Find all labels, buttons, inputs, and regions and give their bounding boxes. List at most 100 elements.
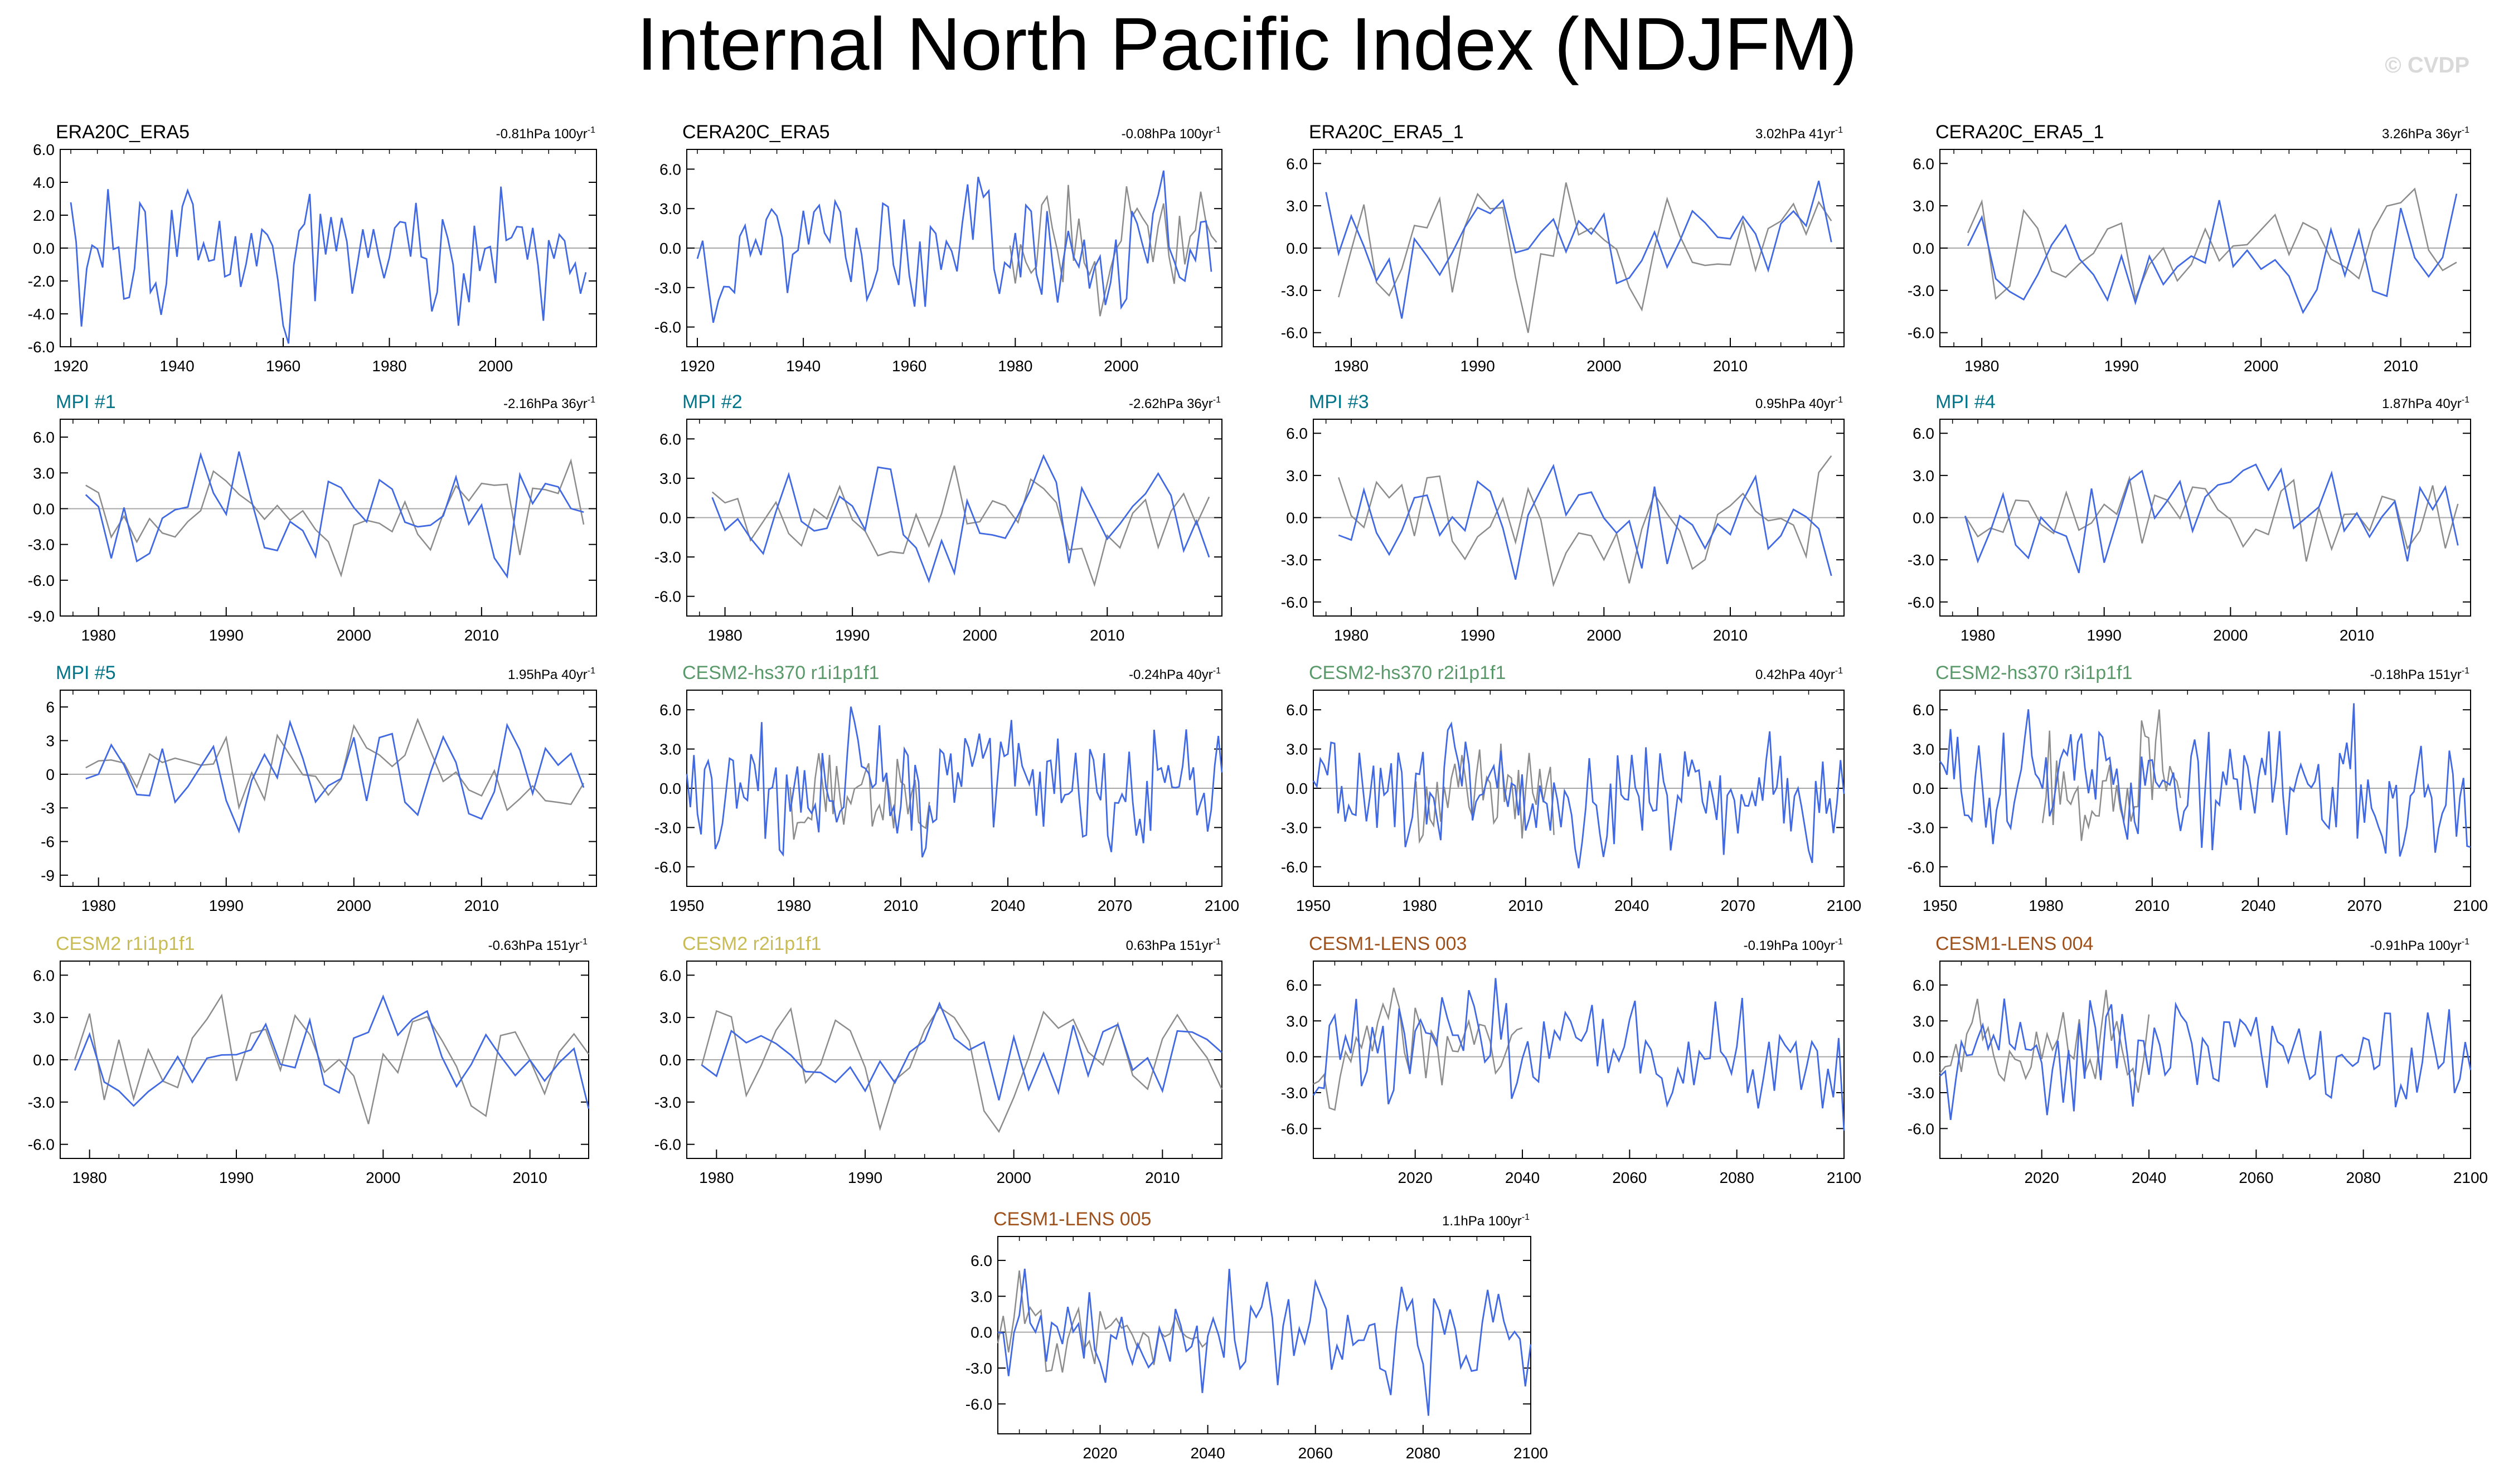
chart-panel: CESM2-hs370 r3i1p1f1 -0.18hPa 151yr-1 6.0 3… xyxy=(1908,662,2488,914)
y-tick-label: -3.0 xyxy=(654,1094,681,1111)
chart-panel: CESM1-LENS 005 1.1hPa 100yr-1 6.0 3.0 0.0 -3.… xyxy=(965,1209,1548,1462)
x-tick-label: 1990 xyxy=(209,897,244,914)
chart-panel: CESM1-LENS 004 -0.91hPa 100yr-1 6.0 3.0 0.0 -… xyxy=(1908,933,2488,1186)
trend-label: 3.02hPa 41yr-1 xyxy=(1755,125,1843,142)
panel-title: MPI #1 xyxy=(56,391,116,413)
x-tick-label: 2010 xyxy=(2384,357,2418,375)
y-tick-label: 6.0 xyxy=(1286,425,1308,442)
panel-title: MPI #3 xyxy=(1309,391,1369,413)
x-tick-label: 2000 xyxy=(337,627,371,644)
index-series-line xyxy=(85,451,584,579)
x-tick-label: 2040 xyxy=(1505,1169,1540,1186)
x-tick-label: 2010 xyxy=(1713,357,1748,375)
y-tick-label: 6.0 xyxy=(33,141,55,158)
panel-title: CESM2 r1i1p1f1 xyxy=(56,933,195,954)
y-tick-label: 3.0 xyxy=(971,1288,992,1305)
x-tick-label: 2060 xyxy=(1298,1444,1333,1462)
obs-series-line xyxy=(1939,990,2150,1093)
index-series-line xyxy=(85,719,585,834)
index-series-line xyxy=(1964,463,2459,574)
chart-panel: MPI #5 1.95hPa 40yr-1 6 3 0 -3 -6 -9 1980 1990 200… xyxy=(41,662,597,914)
y-tick-label: 3.0 xyxy=(33,1009,55,1026)
x-tick-label: 1950 xyxy=(1296,897,1331,914)
y-tick-label: 0.0 xyxy=(659,240,681,257)
y-tick-label: -9 xyxy=(41,867,55,884)
x-tick-label: 1980 xyxy=(1334,357,1369,375)
obs-series-line xyxy=(1964,475,2459,562)
panel-title: ERA20C_ERA5_1 xyxy=(1309,122,1464,143)
trend-label: 1.1hPa 100yr-1 xyxy=(1442,1213,1530,1229)
y-tick-label: -3.0 xyxy=(654,549,681,566)
obs-series-line xyxy=(1313,987,1523,1111)
index-series-line xyxy=(1967,193,2458,314)
y-tick-label: -6.0 xyxy=(1908,594,1934,611)
index-series-line xyxy=(70,186,587,344)
y-tick-label: 3.0 xyxy=(659,200,681,217)
plot-frame xyxy=(1313,961,1845,1159)
y-tick-label: 3.0 xyxy=(1913,467,1934,484)
x-tick-label: 2000 xyxy=(478,357,513,375)
y-tick-label: 6.0 xyxy=(1286,155,1308,172)
x-tick-label: 2010 xyxy=(884,897,918,914)
x-tick-label: 2000 xyxy=(366,1169,400,1186)
y-tick-label: 6.0 xyxy=(33,429,55,446)
x-tick-label: 1990 xyxy=(209,627,244,644)
y-tick-label: 0.0 xyxy=(1286,240,1308,257)
trend-label: -2.62hPa 36yr-1 xyxy=(1129,395,1221,411)
y-tick-label: 3.0 xyxy=(659,741,681,758)
y-tick-label: 0 xyxy=(46,766,55,783)
panel-title: CESM1-LENS 004 xyxy=(1935,933,2093,954)
x-tick-label: 2070 xyxy=(1720,897,1755,914)
y-tick-label: -6.0 xyxy=(965,1395,992,1413)
y-tick-label: -3.0 xyxy=(1281,282,1308,299)
y-tick-label: 3.0 xyxy=(1913,197,1934,215)
trend-label: 0.42hPa 40yr-1 xyxy=(1755,666,1843,682)
x-tick-label: 2070 xyxy=(1098,897,1132,914)
y-tick-label: 6.0 xyxy=(1913,425,1934,442)
y-tick-label: 0.0 xyxy=(659,1051,681,1069)
y-tick-label: 0.0 xyxy=(1286,780,1308,797)
y-tick-label: 2.0 xyxy=(33,207,55,224)
y-tick-label: 6.0 xyxy=(659,967,681,984)
index-series-line xyxy=(696,170,1212,323)
chart-panel: CESM2 r1i1p1f1 -0.63hPa 151yr-1 6.0 3.0 0.0 -… xyxy=(28,933,590,1186)
plot-frame xyxy=(1939,961,2471,1159)
index-series-line xyxy=(997,1268,1532,1416)
x-tick-label: 1990 xyxy=(2104,357,2139,375)
obs-series-line xyxy=(85,717,585,812)
plot-frame xyxy=(60,690,597,887)
x-tick-label: 1950 xyxy=(669,897,704,914)
trend-label: 1.87hPa 40yr-1 xyxy=(2382,395,2469,411)
y-tick-label: -3.0 xyxy=(1908,282,1934,299)
x-tick-label: 1990 xyxy=(2087,627,2122,644)
x-tick-label: 1960 xyxy=(892,357,926,375)
index-series-line xyxy=(1939,998,2472,1121)
x-tick-label: 2040 xyxy=(1614,897,1649,914)
y-tick-label: -3 xyxy=(41,799,55,817)
panel-title: CERA20C_ERA5 xyxy=(682,122,830,143)
x-tick-label: 2080 xyxy=(2346,1169,2381,1186)
y-tick-label: -3.0 xyxy=(1908,819,1934,836)
y-tick-label: -3.0 xyxy=(965,1360,992,1377)
y-tick-label: 0.0 xyxy=(1286,510,1308,527)
x-tick-label: 1990 xyxy=(1461,357,1495,375)
x-tick-label: 1980 xyxy=(2029,897,2063,914)
y-tick-label: 0.0 xyxy=(33,240,55,257)
plot-frame xyxy=(997,1236,1531,1434)
trend-label: 0.63hPa 151yr-1 xyxy=(1126,937,1221,953)
chart-panel: MPI #1 -2.16hPa 36yr-1 6.0 3.0 0.0 -3.0 -6.0 -9… xyxy=(28,391,597,644)
y-tick-label: -6.0 xyxy=(1908,859,1934,876)
panel-title: MPI #4 xyxy=(1935,391,1996,413)
x-tick-label: 1950 xyxy=(1923,897,1957,914)
x-tick-label: 1920 xyxy=(680,357,715,375)
panel-title: CESM2-hs370 r1i1p1f1 xyxy=(682,662,879,683)
chart-panel: CESM2-hs370 r1i1p1f1 -0.24hPa 40yr-1 6.0 3.… xyxy=(654,662,1239,914)
trend-label: -0.08hPa 100yr-1 xyxy=(1122,125,1221,142)
y-tick-label: 6.0 xyxy=(1913,701,1934,719)
chart-panel: ERA20C_ERA5 -0.81hPa 100yr-1 6.0 4.0 2.0 0.0 -… xyxy=(28,122,597,375)
obs-series-line xyxy=(997,1270,1209,1373)
y-tick-label: 0.0 xyxy=(33,500,55,517)
x-tick-label: 2100 xyxy=(2453,897,2488,914)
y-tick-label: -6.0 xyxy=(654,588,681,605)
y-tick-label: 0.0 xyxy=(1286,1049,1308,1066)
